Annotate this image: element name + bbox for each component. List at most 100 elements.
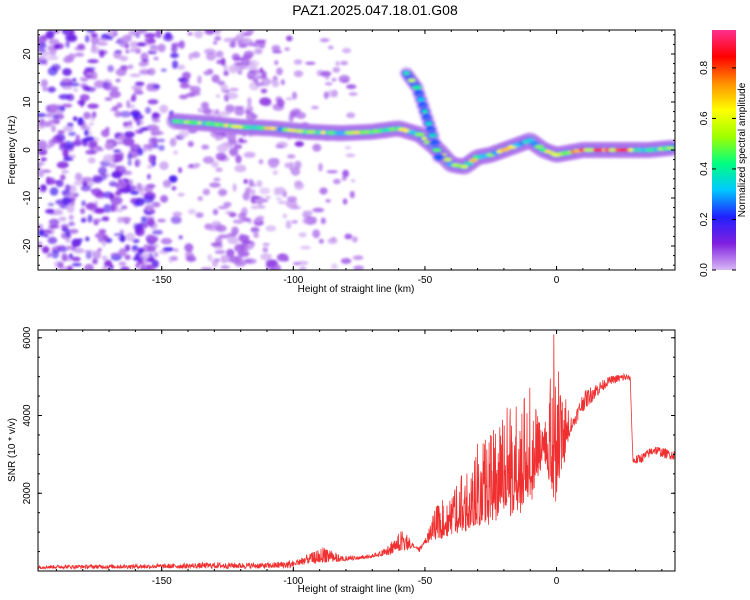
spectrogram-cell — [186, 255, 196, 263]
spectrogram-cell — [75, 134, 81, 143]
colorbar-ticks: 0.0 0.2 0.4 0.6 0.8 — [699, 61, 736, 277]
spectrogram-cell — [60, 223, 70, 229]
spectrogram-cell — [264, 79, 275, 84]
spectrogram-cell — [47, 55, 59, 61]
spectrogram-cell — [148, 37, 155, 43]
spectrogram-cell — [118, 248, 127, 257]
spectrogram-cell — [72, 140, 83, 147]
spectrogram-cell — [129, 41, 139, 49]
spectrogram-cell — [310, 216, 317, 224]
spectrogram-cell — [87, 140, 97, 150]
spectrogram-cell — [312, 229, 321, 239]
spectrogram-cell — [101, 240, 107, 247]
spectrogram-cell — [147, 244, 156, 253]
spectrogram-cell — [319, 38, 330, 43]
spectrogram-cell — [122, 66, 127, 70]
spectrogram-cell — [298, 232, 307, 238]
spectrogram-cell — [214, 109, 220, 115]
spectrogram-cell — [237, 71, 243, 75]
spectrogram-cell — [250, 205, 259, 210]
spectrogram-cell — [55, 199, 67, 205]
spectrogram-cell — [178, 167, 183, 174]
spectrogram-cell — [229, 147, 239, 157]
spectrogram-cell — [94, 191, 106, 199]
spectrogram-cell — [141, 58, 149, 63]
spectrogram-cell — [140, 52, 149, 62]
spectrogram-cell — [153, 251, 159, 258]
spectrogram-cell — [96, 42, 108, 46]
spectrogram-cell — [118, 261, 127, 267]
spectrogram-cell — [312, 207, 325, 213]
spectrogram-cell — [243, 50, 255, 58]
spectrogram-cell — [300, 245, 311, 250]
spectrogram-cell — [104, 142, 115, 150]
spectrogram-cell — [73, 87, 79, 93]
spectrogram-cell — [94, 146, 102, 150]
snr-y-axis-label: SNR (10 * v/v) — [7, 418, 18, 482]
spectrogram-cell — [254, 48, 263, 55]
spectrogram-cell — [81, 200, 86, 207]
spectrogram-cell — [171, 44, 178, 53]
spectrogram-cell — [84, 67, 96, 71]
spectrogram-cell — [101, 255, 108, 261]
spectrogram-cell — [61, 103, 73, 108]
y-tick-label: 4000 — [22, 404, 33, 427]
spectrogram-cell — [271, 45, 281, 52]
spectrogram-cell — [207, 254, 213, 262]
spectrogram-cell — [57, 130, 66, 134]
spectrogram-cell — [468, 158, 478, 163]
spectrogram-cell — [245, 112, 256, 121]
spectrogram-cell — [284, 162, 291, 168]
spectrogram-cell — [117, 178, 123, 185]
snr-x-axis-label: Height of straight line (km) — [298, 584, 415, 595]
spectrogram-cell — [151, 201, 161, 208]
spectrogram-cell — [98, 49, 105, 58]
spectrogram-cell — [250, 189, 256, 194]
spectrogram-cell — [302, 217, 311, 224]
spectrogram-cell — [112, 105, 119, 112]
spectrogram-cell — [62, 125, 74, 132]
spectrogram-cell — [220, 57, 226, 66]
spectrogram-cell — [104, 97, 113, 101]
spectrogram-cell — [307, 210, 313, 216]
colorbar-tick-label: 0.4 — [699, 162, 710, 176]
spectrogram-cell — [432, 148, 442, 152]
spectrogram-cell — [135, 226, 142, 234]
spectrogram-cell — [44, 145, 52, 149]
spectrogram-cell — [137, 148, 144, 156]
spectrogram-cell — [227, 236, 239, 245]
spectrogram-cell — [286, 196, 298, 202]
spectrogram-cell — [47, 236, 58, 244]
spectrogram-cell — [276, 99, 285, 107]
spectrogram-cell — [93, 80, 105, 89]
spectrogram-cell — [38, 147, 48, 156]
spectrogram-cell — [147, 218, 155, 227]
spectrogram-cell — [61, 78, 71, 83]
spectrogram-cell — [56, 161, 69, 169]
spectrogram-cell — [43, 234, 49, 238]
spectrogram-cell — [173, 248, 179, 252]
spectrogram-cell — [222, 142, 231, 147]
spectrogram-cell — [148, 235, 159, 243]
colorbar-label: Normalized spectral amplitude — [737, 82, 748, 217]
spectrogram-cell — [422, 109, 428, 114]
spectrogram-cell — [170, 52, 179, 59]
spectrogram-cell — [403, 71, 410, 75]
spectrogram-cell — [248, 183, 257, 187]
spectrogram-cell — [90, 46, 101, 54]
spectrogram-cell — [190, 91, 201, 97]
spectrogram-cell — [109, 163, 117, 168]
spectrogram-cell — [85, 34, 90, 43]
spectrogram-cell — [38, 229, 45, 237]
spectrogram-cell — [294, 160, 302, 169]
spectrogram-cell — [184, 243, 194, 253]
spectrogram-cell — [51, 249, 60, 259]
spectrogram-cell — [65, 40, 70, 48]
spectrogram-cell — [46, 176, 51, 185]
spectrogram-cell — [274, 60, 279, 66]
spectrogram-cell — [157, 138, 166, 143]
spectrogram-cell — [344, 145, 352, 150]
spectrogram-cell — [234, 107, 245, 116]
x-tick-label: -50 — [418, 275, 433, 286]
